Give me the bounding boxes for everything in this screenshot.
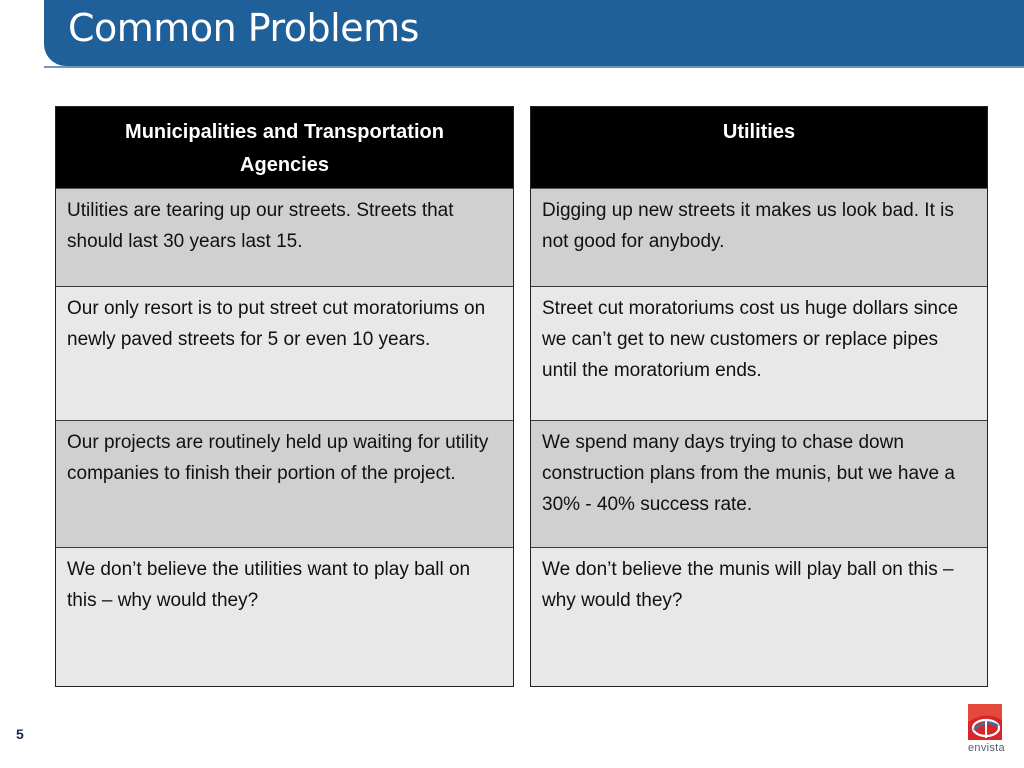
- table-row: Street cut moratoriums cost us huge doll…: [531, 286, 987, 420]
- logo-text: envista: [968, 742, 1005, 754]
- page-title: Common Problems: [68, 6, 419, 50]
- utilities-heading: Utilities: [722, 121, 796, 143]
- table-row: We don’t believe the munis will play bal…: [531, 547, 987, 686]
- table-row: Our projects are routinely held up waiti…: [56, 420, 513, 547]
- utilities-table-header: Utilities: [531, 107, 987, 189]
- municipalities-table: Municipalities and Transportation Agenci…: [55, 106, 514, 687]
- page-number: 5: [16, 726, 24, 742]
- utilities-table: Utilities Digging up new streets it make…: [530, 106, 988, 687]
- table-row: Our only resort is to put street cut mor…: [56, 286, 513, 420]
- municipalities-heading-line2: Agencies: [240, 154, 329, 176]
- title-bar: Common Problems: [44, 0, 1024, 68]
- envista-logo-icon: [968, 704, 1002, 740]
- table-row: Utilities are tearing up our streets. St…: [56, 189, 513, 286]
- municipalities-heading-line1: Municipalities and Transportation: [125, 121, 444, 143]
- table-row: Digging up new streets it makes us look …: [531, 189, 987, 286]
- table-row: We spend many days trying to chase down …: [531, 420, 987, 547]
- municipalities-table-header: Municipalities and Transportation Agenci…: [56, 107, 513, 189]
- table-row: We don’t believe the utilities want to p…: [56, 547, 513, 686]
